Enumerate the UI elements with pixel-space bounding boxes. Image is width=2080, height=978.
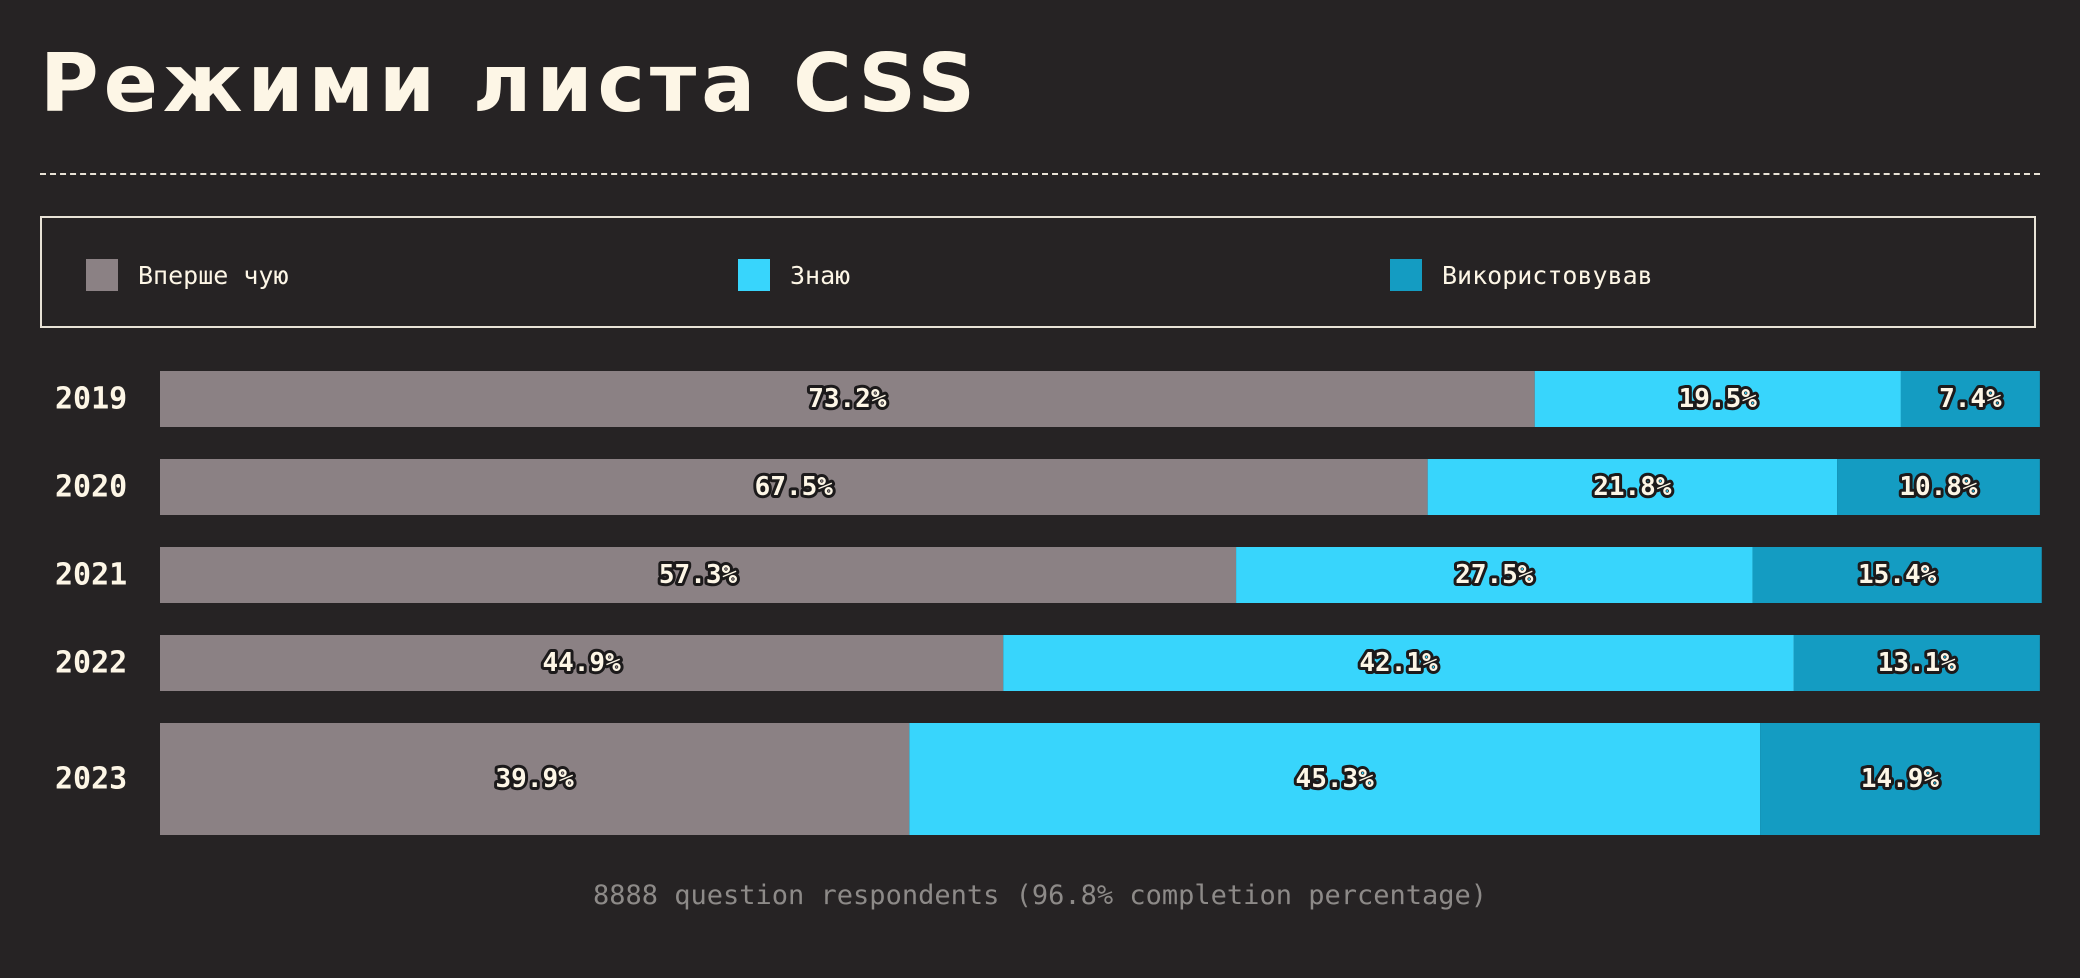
legend-item-used[interactable]: Використовував xyxy=(1390,259,1653,291)
legend-swatch-used xyxy=(1390,259,1422,291)
value-label-2021-know: 27.5% xyxy=(1455,560,1534,590)
value-label-2020-never-heard: 67.5% xyxy=(755,472,834,502)
bar-2022-know[interactable] xyxy=(1003,635,1794,691)
value-label-2023-know: 45.3% xyxy=(1296,764,1375,794)
year-label-2019: 2019 xyxy=(55,382,127,417)
legend-swatch-never-heard xyxy=(86,259,118,291)
legend-label-know: Знаю xyxy=(790,260,851,290)
value-label-2019-never-heard: 73.2% xyxy=(808,384,887,414)
value-label-2023-used: 14.9% xyxy=(1861,764,1940,794)
bar-2021-know[interactable] xyxy=(1236,547,1753,603)
year-label-2020: 2020 xyxy=(55,470,127,505)
value-label-2022-never-heard: 44.9% xyxy=(542,648,621,678)
bar-2022-never-heard[interactable] xyxy=(160,635,1004,691)
year-label-2022: 2022 xyxy=(55,646,127,681)
bar-2019-know[interactable] xyxy=(1534,371,1901,427)
title-divider xyxy=(40,173,2040,175)
bar-2023-used[interactable] xyxy=(1760,723,2040,835)
year-label-2021: 2021 xyxy=(55,558,127,593)
bar-2021-never-heard[interactable] xyxy=(160,547,1237,603)
bar-2023-know[interactable] xyxy=(909,723,1761,835)
legend-swatch-know xyxy=(738,259,770,291)
value-label-2021-never-heard: 57.3% xyxy=(659,560,738,590)
footer-respondents: 8888 question respondents (96.8% complet… xyxy=(592,880,1488,911)
value-label-2019-used: 7.4% xyxy=(1939,384,2002,414)
bar-2020-never-heard[interactable] xyxy=(160,459,1428,515)
bar-2020-know[interactable] xyxy=(1427,459,1838,515)
value-label-2023-never-heard: 39.9% xyxy=(496,764,575,794)
legend-label-never-heard: Вперше чую xyxy=(138,260,289,290)
bar-2019-never-heard[interactable] xyxy=(160,371,1535,427)
bar-2023-never-heard[interactable] xyxy=(160,723,910,835)
legend: Вперше чую Знаю Використовував xyxy=(40,216,2036,328)
value-label-2020-know: 21.8% xyxy=(1593,472,1672,502)
value-label-2022-know: 42.1% xyxy=(1359,648,1438,678)
legend-item-never-heard[interactable]: Вперше чую xyxy=(86,259,289,291)
bar-2021-used[interactable] xyxy=(1752,547,2042,603)
bar-2022-used[interactable] xyxy=(1793,635,2040,691)
value-label-2021-used: 15.4% xyxy=(1858,560,1937,590)
legend-item-know[interactable]: Знаю xyxy=(738,259,850,291)
year-label-2023: 2023 xyxy=(55,762,127,797)
bar-2020-used[interactable] xyxy=(1837,459,2040,515)
bar-2019-used[interactable] xyxy=(1900,371,2040,427)
value-label-2020-used: 10.8% xyxy=(1899,472,1978,502)
legend-label-used: Використовував xyxy=(1442,260,1653,290)
page-title: Режими листа CSS xyxy=(40,37,980,130)
value-label-2019-know: 19.5% xyxy=(1679,384,1758,414)
value-label-2022-used: 13.1% xyxy=(1878,648,1957,678)
